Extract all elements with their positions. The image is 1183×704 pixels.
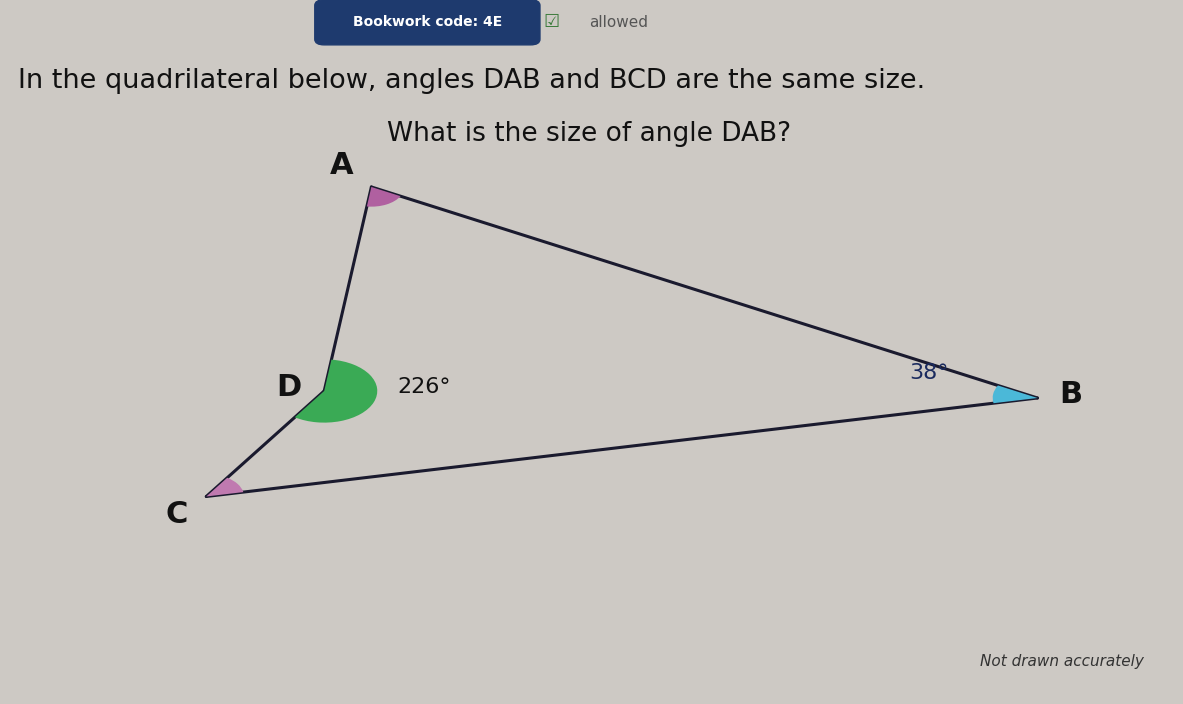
Text: 38°: 38° [910,363,949,384]
Text: ☑: ☑ [544,13,560,32]
Text: B: B [1059,380,1082,409]
Text: 226°: 226° [397,377,451,398]
Wedge shape [367,187,401,207]
Text: D: D [276,373,302,402]
Text: Not drawn accurately: Not drawn accurately [980,654,1144,670]
Text: What is the size of angle DAB?: What is the size of angle DAB? [387,121,791,147]
Text: C: C [166,500,188,529]
Wedge shape [993,386,1037,403]
Wedge shape [206,478,244,496]
Text: allowed: allowed [589,15,648,30]
Text: Bookwork code: 4E: Bookwork code: 4E [354,15,503,30]
Wedge shape [295,360,377,422]
FancyBboxPatch shape [315,0,539,45]
Text: A: A [330,151,354,180]
Text: In the quadrilateral below, angles DAB and BCD are the same size.: In the quadrilateral below, angles DAB a… [18,68,925,94]
